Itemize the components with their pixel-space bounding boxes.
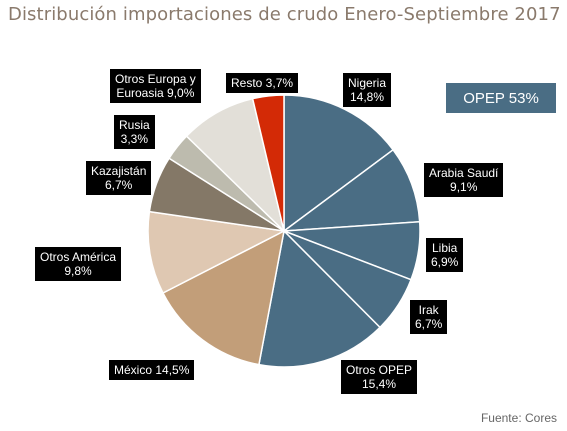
slice-label-otros-america: Otros América 9,8% [35,247,122,281]
opep-share-badge: OPEP 53% [446,83,556,113]
pie-slice-otros-opep [258,229,382,368]
slice-label-arabia-saudi: Arabia Saudí 9,1% [424,163,504,197]
slice-label-kazajistan: Kazajistán 6,7% [86,161,152,195]
slice-label-irak: Irak 6,7% [410,300,448,334]
pie-slice-resto [251,94,285,232]
slice-label-rusia: Rusia 3,3% [114,115,155,149]
source-note: Fuente: Cores [480,411,557,425]
slice-label-otros-opep: Otros OPEP 15,4% [341,360,418,394]
slice-label-libia: Libia 6,9% [426,238,464,272]
chart-title: Distribución importaciones de crudo Ener… [8,4,561,25]
slice-label-otros-europa-y-euroasia: Otros Europa y Euroasia 9,0% [110,69,201,103]
pie-slice-nigeria [283,94,395,233]
slice-label-mexico: México 14,5% [109,360,195,380]
slice-label-resto: Resto 3,7% [226,73,299,93]
slice-label-nigeria: Nigeria 14,8% [343,73,392,107]
pie-slices [147,94,421,368]
pie-slice-mexico [161,229,286,366]
pie-slice-arabia-saudi [281,148,421,232]
pie-slice-otros-america [147,210,287,294]
